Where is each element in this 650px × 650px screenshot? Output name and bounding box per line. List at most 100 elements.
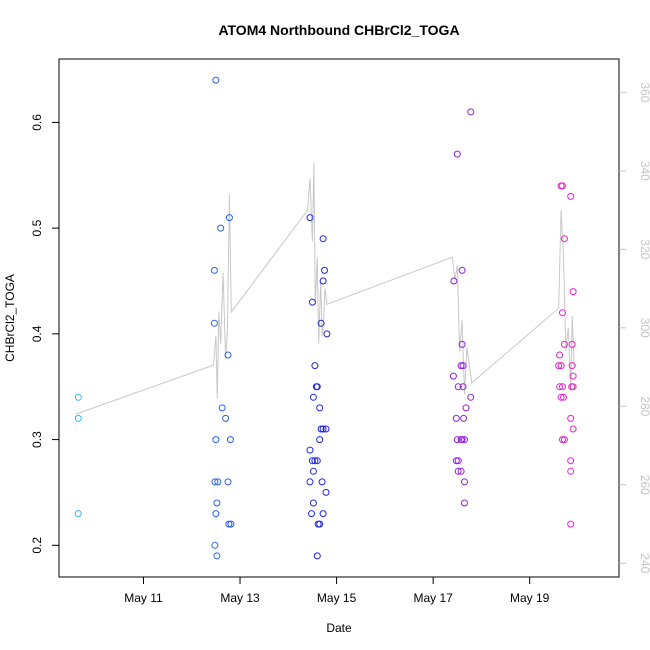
data-point [306, 478, 314, 486]
data-point [560, 340, 568, 348]
data-point [319, 510, 327, 518]
data-point [458, 340, 466, 348]
data-point [309, 393, 317, 401]
data-point [454, 457, 462, 465]
data-point [458, 436, 466, 444]
data-point [569, 383, 577, 391]
data-point [319, 235, 327, 243]
data-point [449, 372, 457, 380]
data-point [74, 414, 82, 422]
data-point [308, 510, 315, 518]
point-layer [74, 76, 577, 560]
data-point [556, 351, 564, 359]
data-point [452, 414, 460, 422]
data-point [462, 404, 470, 412]
data-point [316, 404, 324, 412]
data-point [311, 362, 319, 370]
data-point [311, 457, 319, 465]
data-point [559, 182, 566, 190]
data-point [569, 288, 577, 296]
data-point [211, 541, 219, 549]
x-tick-label: May 19 [510, 591, 550, 605]
data-point [453, 150, 461, 158]
data-point [210, 266, 218, 274]
data-point [454, 467, 462, 475]
data-point [222, 414, 230, 422]
x-tick-label: May 13 [220, 591, 260, 605]
data-point [225, 214, 233, 222]
data-point [461, 436, 468, 444]
data-point [226, 436, 234, 444]
data-point [309, 467, 317, 475]
data-point [557, 393, 565, 401]
y2-axis: 240 260 280 300 320 340 360 [619, 82, 650, 574]
data-point [559, 309, 566, 317]
data-point [213, 552, 221, 560]
data-point [467, 108, 475, 116]
data-point [313, 383, 321, 391]
data-point [568, 362, 576, 370]
data-point [224, 351, 232, 359]
data-point [560, 235, 568, 243]
data-point [559, 383, 566, 391]
x-tick-label: May 11 [124, 591, 163, 605]
data-point [461, 499, 468, 507]
data-point [560, 436, 568, 444]
data-point [224, 478, 232, 486]
data-point [218, 404, 226, 412]
data-point [560, 393, 567, 401]
data-point [308, 298, 316, 306]
data-point [567, 467, 575, 475]
y-tick-label: 0.3 [30, 431, 44, 448]
data-point [308, 457, 316, 465]
data-point [319, 425, 327, 433]
data-point [306, 446, 314, 454]
data-point [459, 362, 467, 370]
data-point [318, 478, 326, 486]
data-point [214, 478, 222, 486]
y-axis-label: CHBrCl2_TOGA [3, 274, 17, 362]
data-point [212, 436, 220, 444]
data-point [212, 76, 220, 84]
y2-tick-label: 360 [638, 82, 650, 102]
data-point [323, 330, 331, 338]
data-point [316, 520, 324, 528]
data-point [74, 510, 82, 518]
x-axis-label: Date [326, 621, 352, 635]
data-point [210, 319, 218, 327]
y2-tick-label: 300 [638, 318, 650, 338]
x-tick-label: May 15 [317, 591, 357, 605]
y2-tick-label: 280 [638, 396, 650, 416]
data-point [559, 436, 566, 444]
data-point [460, 414, 468, 422]
chart-title: ATOM4 Northbound CHBrCl2_TOGA [218, 22, 459, 38]
data-point [569, 372, 577, 380]
y2-tick-label: 240 [638, 553, 650, 573]
data-point [458, 266, 466, 274]
data-point [211, 478, 219, 486]
y-tick-label: 0.2 [30, 537, 44, 554]
data-point [313, 552, 321, 560]
y2-tick-label: 260 [638, 475, 650, 495]
data-point [309, 499, 317, 507]
data-point [557, 362, 565, 370]
data-point [459, 383, 467, 391]
y-axis: 0.2 0.3 0.4 0.5 0.6 [30, 114, 59, 554]
data-point [322, 488, 330, 496]
data-point [227, 520, 235, 528]
data-point [567, 192, 575, 200]
data-point [321, 266, 328, 274]
y-tick-label: 0.6 [30, 114, 44, 131]
data-point [450, 277, 458, 285]
data-point [212, 510, 220, 518]
data-point [453, 436, 461, 444]
data-point [555, 362, 563, 370]
x-tick-label: May 17 [413, 591, 453, 605]
trace-line [75, 162, 575, 415]
data-point [457, 362, 465, 370]
y2-tick-label: 320 [638, 239, 650, 259]
data-point [461, 478, 468, 486]
data-point [306, 214, 314, 222]
data-point [319, 277, 327, 285]
